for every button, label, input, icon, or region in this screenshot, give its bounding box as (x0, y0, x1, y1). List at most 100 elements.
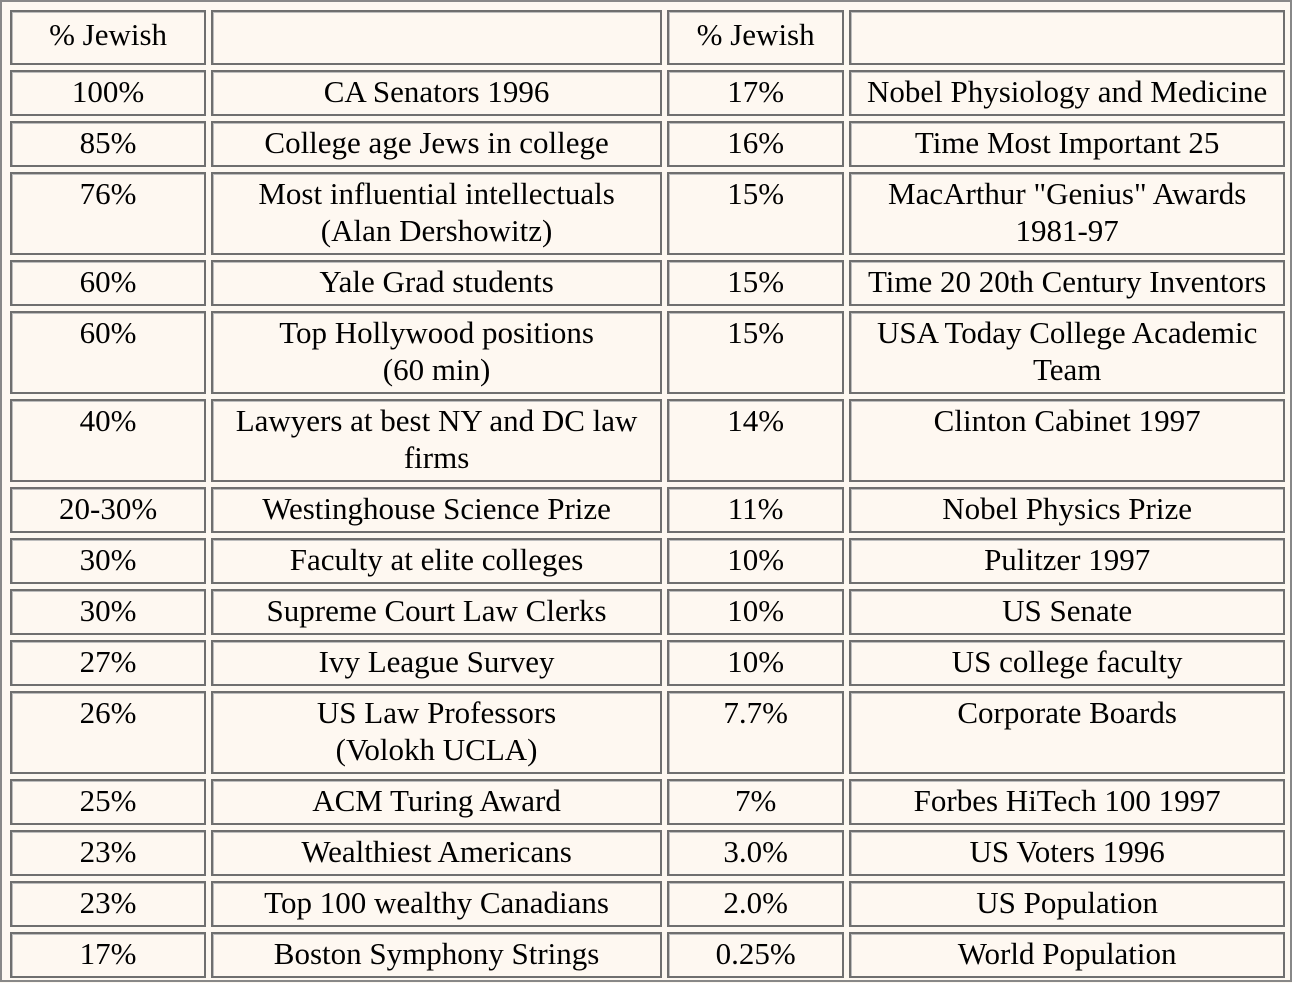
cell-text-line: (60 min) (382, 352, 491, 387)
percent-cell-right: 2.0% (666, 881, 845, 927)
percent-cell-right: 10% (666, 589, 845, 635)
table-row: 23% Wealthiest Americans 3.0% US Voters 199… (10, 830, 1285, 876)
cell-text-line: Westinghouse Science Prize (262, 491, 611, 526)
header-label-left (211, 10, 662, 65)
label-cell-left: Faculty at elite colleges (211, 538, 662, 584)
label-cell-right: Time Most Important 25 (849, 121, 1285, 167)
table-row: 85% College age Jews in college 16% Time Mo… (10, 121, 1285, 167)
table-body: % Jewish % Jewish 100% CA Senators 1996 17… (10, 10, 1285, 978)
percent-cell-left: 26% (10, 691, 207, 774)
table-row: 100% CA Senators 1996 17% Nobel Physiology … (10, 70, 1285, 116)
percent-cell-left: 60% (10, 260, 207, 306)
percent-cell-right: 7% (666, 779, 845, 825)
percent-cell-left: 23% (10, 881, 207, 927)
cell-text-line: Wealthiest Americans (301, 834, 572, 869)
percent-cell-right: 10% (666, 538, 845, 584)
cell-text-line: US Law Professors (316, 695, 557, 730)
cell-text-line: Team (1032, 352, 1102, 387)
label-cell-right: Corporate Boards (849, 691, 1285, 774)
table-row: 26% US Law Professors (Volokh UCLA) 7.7% Cor… (10, 691, 1285, 774)
header-percent-left: % Jewish (10, 10, 207, 65)
label-cell-right: World Population (849, 932, 1285, 978)
percent-cell-left: 40% (10, 399, 207, 482)
cell-text-line: Time 20 20th Century Inventors (867, 264, 1267, 299)
label-cell-right: US Voters 1996 (849, 830, 1285, 876)
table-row: 60% Yale Grad students 15% Time 20 20th Cen… (10, 260, 1285, 306)
statistics-table: % Jewish % Jewish 100% CA Senators 1996 17… (5, 5, 1290, 983)
cell-text-line: US college faculty (951, 644, 1183, 679)
label-cell-right: US college faculty (849, 640, 1285, 686)
cell-text-line: Yale Grad students (319, 264, 554, 299)
table-row: 25% ACM Turing Award 7% Forbes HiTech 100 1… (10, 779, 1285, 825)
label-cell-right: Pulitzer 1997 (849, 538, 1285, 584)
label-cell-right: Nobel Physiology and Medicine (849, 70, 1285, 116)
table-row: 17% Boston Symphony Strings 0.25% World Pop… (10, 932, 1285, 978)
label-cell-right: Time 20 20th Century Inventors (849, 260, 1285, 306)
table-row: 20-30% Westinghouse Science Prize 11% Nobel… (10, 487, 1285, 533)
label-cell-right: Forbes HiTech 100 1997 (849, 779, 1285, 825)
cell-text-line: 1981-97 (1015, 213, 1119, 248)
table-row: 60% Top Hollywood positions (60 min) 15% USA… (10, 311, 1285, 394)
percent-cell-left: 30% (10, 589, 207, 635)
cell-text-line: Ivy League Survey (318, 644, 555, 679)
cell-text-line: US Population (976, 885, 1158, 920)
cell-text-line: Nobel Physiology and Medicine (866, 74, 1268, 109)
table-row: 30% Faculty at elite colleges 10% Pulitzer … (10, 538, 1285, 584)
label-cell-left: Yale Grad students (211, 260, 662, 306)
label-cell-right: Nobel Physics Prize (849, 487, 1285, 533)
cell-text-line: CA Senators 1996 (323, 74, 550, 109)
percent-cell-right: 0.25% (666, 932, 845, 978)
table-row: 23% Top 100 wealthy Canadians 2.0% US Popul… (10, 881, 1285, 927)
label-cell-left: CA Senators 1996 (211, 70, 662, 116)
percent-cell-left: 85% (10, 121, 207, 167)
table-row: 27% Ivy League Survey 10% US college facult… (10, 640, 1285, 686)
cell-text-line: firms (403, 440, 470, 475)
percent-cell-right: 15% (666, 311, 845, 394)
label-cell-right: US Population (849, 881, 1285, 927)
table-row: 30% Supreme Court Law Clerks 10% US Senate (10, 589, 1285, 635)
label-cell-left: Boston Symphony Strings (211, 932, 662, 978)
header-percent-right: % Jewish (666, 10, 845, 65)
cell-text-line: Supreme Court Law Clerks (266, 593, 607, 628)
percent-cell-left: 17% (10, 932, 207, 978)
cell-text-line: Most influential intellectuals (258, 176, 615, 211)
cell-text-line: Corporate Boards (957, 695, 1177, 730)
cell-text-line: US Voters 1996 (969, 834, 1165, 869)
label-cell-left: Top Hollywood positions (60 min) (211, 311, 662, 394)
cell-text-line: (Volokh UCLA) (335, 732, 538, 767)
label-cell-left: Most influential intellectuals (Alan Ders… (211, 172, 662, 255)
label-cell-left: College age Jews in college (211, 121, 662, 167)
table-row: 40% Lawyers at best NY and DC law firms 14%… (10, 399, 1285, 482)
cell-text-line: Lawyers at best NY and DC law (235, 403, 638, 438)
percent-cell-right: 16% (666, 121, 845, 167)
percent-cell-right: 14% (666, 399, 845, 482)
cell-text-line: USA Today College Academic (876, 315, 1258, 350)
percent-cell-left: 100% (10, 70, 207, 116)
cell-text-line: Boston Symphony Strings (273, 936, 600, 971)
label-cell-left: Lawyers at best NY and DC law firms (211, 399, 662, 482)
label-cell-left: ACM Turing Award (211, 779, 662, 825)
cell-text-line: Faculty at elite colleges (289, 542, 584, 577)
label-cell-right: US Senate (849, 589, 1285, 635)
label-cell-left: Wealthiest Americans (211, 830, 662, 876)
percent-cell-left: 30% (10, 538, 207, 584)
cell-text-line: Top Hollywood positions (279, 315, 594, 350)
cell-text-line: Time Most Important 25 (914, 125, 1220, 160)
cell-text-line: World Population (957, 936, 1177, 971)
header-label-right (849, 10, 1285, 65)
cell-text-line: MacArthur "Genius" Awards (888, 176, 1247, 211)
cell-text-line: ACM Turing Award (312, 783, 561, 818)
table-row: 76% Most influential intellectuals (Alan D… (10, 172, 1285, 255)
cell-text-line: Clinton Cabinet 1997 (933, 403, 1201, 438)
percent-cell-right: 15% (666, 260, 845, 306)
label-cell-left: Ivy League Survey (211, 640, 662, 686)
percent-cell-left: 20-30% (10, 487, 207, 533)
label-cell-right: MacArthur "Genius" Awards 1981-97 (849, 172, 1285, 255)
label-cell-left: Westinghouse Science Prize (211, 487, 662, 533)
percent-cell-left: 23% (10, 830, 207, 876)
percent-cell-right: 10% (666, 640, 845, 686)
label-cell-left: Top 100 wealthy Canadians (211, 881, 662, 927)
cell-text-line: Top 100 wealthy Canadians (264, 885, 609, 920)
percent-cell-left: 27% (10, 640, 207, 686)
